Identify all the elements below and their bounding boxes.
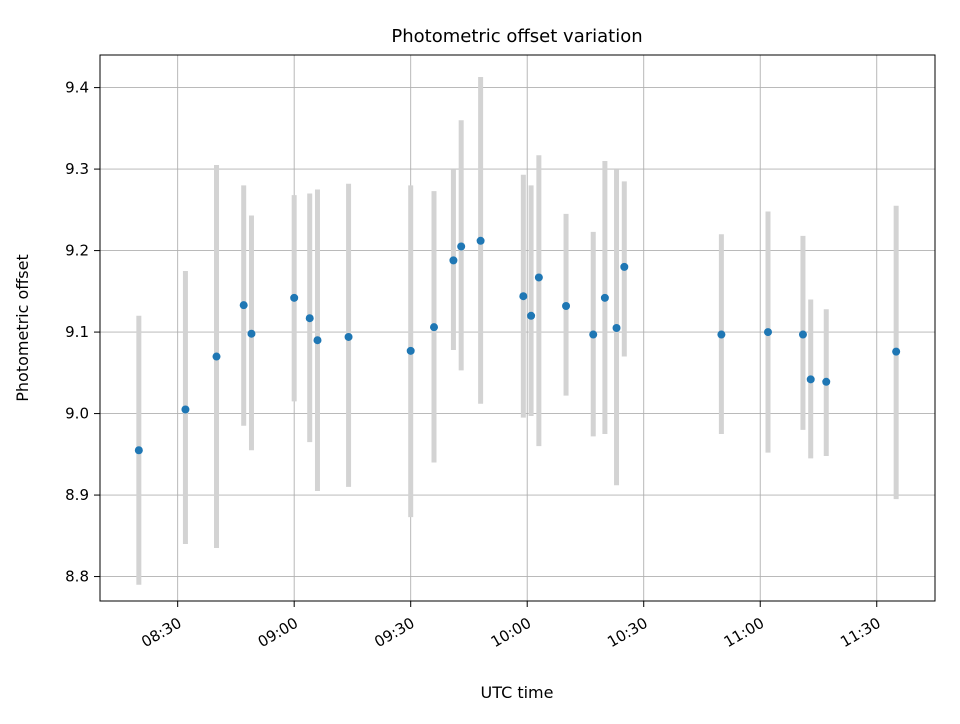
data-point (519, 292, 528, 301)
x-tick-label: 09:00 (255, 614, 301, 651)
data-point (620, 262, 629, 271)
data-point (589, 330, 598, 339)
data-point (892, 347, 901, 356)
data-point (290, 293, 299, 302)
data-point (212, 352, 221, 361)
data-point (134, 446, 143, 455)
x-axis-label: UTC time (481, 683, 554, 702)
data-point (806, 375, 815, 384)
x-tick-label: 08:30 (138, 614, 184, 651)
data-point (717, 330, 726, 339)
y-tick-label: 9.4 (65, 79, 89, 97)
x-tick-label: 10:30 (604, 614, 650, 651)
data-point (247, 329, 256, 338)
data-point (600, 293, 609, 302)
data-point (181, 405, 190, 414)
data-point (305, 314, 314, 323)
data-point (562, 301, 571, 310)
data-point (764, 328, 772, 337)
y-tick-label: 9.3 (65, 160, 89, 178)
data-point (534, 273, 543, 282)
x-tick-label: 11:30 (837, 614, 883, 651)
data-point (798, 330, 807, 339)
data-point (239, 301, 248, 310)
x-tick-label: 09:30 (371, 614, 417, 651)
data-point (457, 242, 466, 251)
plot-border (99, 54, 936, 602)
y-tick-label: 9.2 (65, 242, 89, 260)
data-points-group (134, 236, 901, 455)
data-point (344, 332, 353, 341)
chart-title: Photometric offset variation (391, 26, 642, 47)
grid-lines (100, 55, 935, 601)
data-point (476, 236, 485, 245)
data-point (406, 346, 415, 355)
x-tick-label: 11:00 (721, 614, 767, 651)
y-tick-label: 8.8 (65, 568, 89, 586)
axes-group (94, 54, 936, 607)
x-tick-label: 10:00 (488, 614, 534, 651)
data-point (822, 377, 831, 386)
y-tick-label: 8.9 (65, 486, 89, 504)
data-point (313, 336, 322, 345)
data-point (527, 311, 536, 320)
y-tick-label: 9.1 (65, 323, 89, 341)
y-axis-label: Photometric offset (13, 254, 32, 402)
data-point (612, 324, 621, 332)
y-tick-label: 9.0 (65, 405, 89, 423)
data-point (430, 323, 438, 332)
data-point (449, 256, 458, 265)
